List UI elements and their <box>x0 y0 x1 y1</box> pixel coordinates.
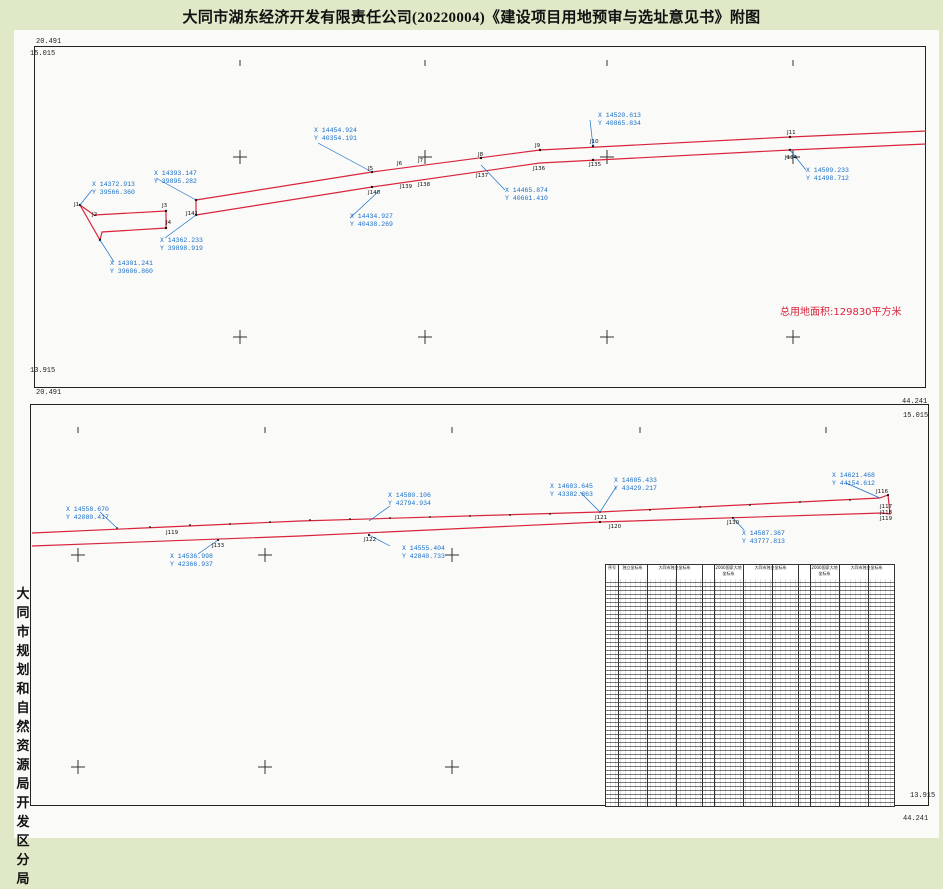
table-cell-texture <box>606 579 894 806</box>
point-label: J130 <box>727 520 740 526</box>
point-label: J120 <box>609 524 622 530</box>
lower-top-right-x: 44.241 <box>902 398 928 406</box>
lower-map-frame <box>30 404 929 806</box>
coord-callout: X 14520.613 Y 40865.834 <box>598 112 641 127</box>
map-title: 大同市湖东经济开发有限责任公司(20220004)《建设项目用地预审与选址意见书… <box>182 10 761 26</box>
point-label: J9 <box>535 143 541 149</box>
point-label: J2 <box>92 212 98 218</box>
lower-point-markers <box>116 493 890 542</box>
coord-callout: X 14465.874 Y 40661.410 <box>505 187 548 202</box>
point-label: J134 <box>785 155 798 161</box>
point-label: J1 <box>74 202 80 208</box>
point-label: J121 <box>595 515 608 521</box>
table-header: 大同市独立坐标系 <box>658 565 691 570</box>
upper-bottom-left-y: 13.915 <box>30 367 56 375</box>
point-label: J119 <box>166 530 179 536</box>
total-area-label: 总用地面积:129830平方米 <box>780 307 902 318</box>
point-label: J7 <box>418 158 424 164</box>
lower-corridor <box>31 494 891 547</box>
coord-callout: X 14621.468 Y 44154.612 <box>832 472 875 487</box>
point-label: J5 <box>368 166 374 172</box>
lower-bottom-right-y: 13.915 <box>910 792 936 800</box>
upper-top-left-y: 15.015 <box>30 50 56 58</box>
point-label: J118 <box>880 510 893 516</box>
coordinate-table: 序号 独立坐标系 大同市独立坐标系 2000国家大地坐标系 大同市独立坐标系 2… <box>605 564 895 807</box>
upper-map-frame <box>34 46 926 388</box>
coord-callout: X 14454.924 Y 40354.191 <box>314 127 357 142</box>
point-label: J117 <box>880 504 893 510</box>
grid-crosses-upper <box>233 60 800 344</box>
coord-callout: X 14605.433 Y 43429.217 <box>614 477 657 492</box>
point-label: J116 <box>876 489 889 495</box>
point-label: J135 <box>589 162 602 168</box>
upper-bottom-left-x: 20.491 <box>36 389 62 397</box>
upper-top-left-x: 20.491 <box>36 38 62 46</box>
lower-top-right-y: 15.015 <box>903 412 929 420</box>
coord-callout: X 14434.927 Y 40438.269 <box>350 213 393 228</box>
upper-point-markers <box>78 135 792 242</box>
point-label: J10 <box>590 139 599 145</box>
point-label: J6 <box>397 161 403 167</box>
point-label: J4 <box>166 220 172 226</box>
point-label: J3 <box>162 203 168 209</box>
point-label: J11 <box>787 130 796 136</box>
coord-callout: X 14603.645 Y 43382.863 <box>550 483 593 498</box>
table-header: 序号 <box>608 565 616 570</box>
table-header: 独立坐标系 <box>622 565 643 570</box>
point-label: J122 <box>364 537 377 543</box>
map-drawing <box>31 60 927 774</box>
point-label: J141 <box>186 211 199 217</box>
coord-callout: X 14536.998 Y 42366.937 <box>170 553 213 568</box>
coord-callout: X 14393.147 Y 39895.282 <box>154 170 197 185</box>
point-label: J140 <box>368 190 381 196</box>
point-label: J138 <box>418 182 431 188</box>
coord-callout: X 14558.670 Y 42080.417 <box>66 506 109 521</box>
lower-leader-lines <box>99 482 881 555</box>
coord-callout: X 14362.233 Y 39898.919 <box>160 237 203 252</box>
upper-leader-lines <box>79 119 807 263</box>
lower-bottom-right-x: 44.241 <box>903 815 929 823</box>
table-header: 大同市独立坐标系 <box>850 565 883 570</box>
point-label: J8 <box>478 152 484 158</box>
point-label: J136 <box>533 166 546 172</box>
point-label: J133 <box>212 543 225 549</box>
grid-crosses-lower <box>71 427 827 774</box>
coord-callout: X 14580.106 Y 42794.934 <box>388 492 431 507</box>
point-label: J139 <box>400 184 413 190</box>
coord-callout: X 14587.367 Y 43777.813 <box>742 530 785 545</box>
table-header: 2000国家大地坐标系 <box>715 565 742 576</box>
upper-corridor <box>79 130 927 242</box>
issuer-stamp-text: 大同市规划和自然资源局开发区分局 <box>16 587 30 887</box>
map-page: 大同市湖东经济开发有限责任公司(20220004)《建设项目用地预审与选址意见书… <box>14 10 939 887</box>
table-rows <box>606 579 894 806</box>
table-header: 2000国家大地坐标系 <box>811 565 838 576</box>
coord-callout: X 14301.241 Y 39606.860 <box>110 260 153 275</box>
coord-callout: X 14555.404 Y 42840.733 <box>402 545 445 560</box>
coord-callout: X 14372.913 Y 39566.360 <box>92 181 135 196</box>
point-label: J119 <box>880 516 893 522</box>
table-header: 大同市独立坐标系 <box>754 565 787 570</box>
point-label: J137 <box>476 173 489 179</box>
coord-callout: X 14509.233 Y 41498.712 <box>806 167 849 182</box>
